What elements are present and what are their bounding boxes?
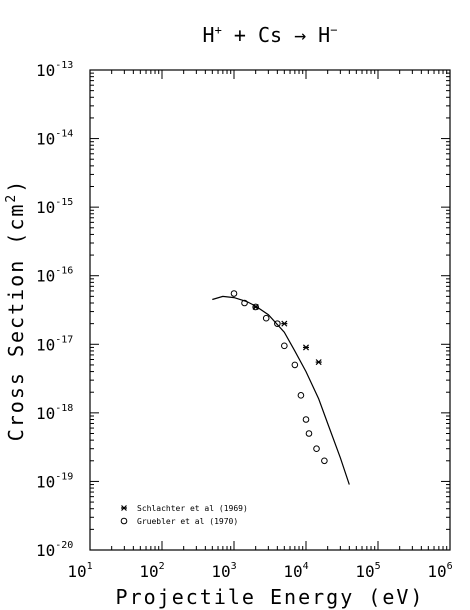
data-series <box>212 290 350 485</box>
data-point-schlachter <box>281 320 288 327</box>
y-tick-label: 10-18 <box>36 403 73 423</box>
data-point-gruebler <box>291 361 299 369</box>
data-point-gruebler <box>241 299 248 307</box>
y-tick-label: 10-15 <box>36 197 73 217</box>
y-tick-label: 10-20 <box>36 540 73 560</box>
plot-frame <box>89 69 451 551</box>
y-tick-labels: 10-13 10-14 10-15 10-16 10-17 10-18 10-19 10-20 <box>36 60 73 560</box>
y-tick-label: 10-16 <box>36 266 73 286</box>
data-point-gruebler <box>321 457 328 465</box>
data-point-schlachter <box>315 359 322 366</box>
y-tick-label: 10-19 <box>36 471 73 491</box>
data-point-gruebler <box>305 430 313 437</box>
x-tick-label: 103 <box>211 561 236 581</box>
legend-label-schlachter: Schlachter et al (1969) <box>137 504 248 513</box>
axis-ticks <box>89 70 450 551</box>
x-tick-label: 106 <box>427 561 452 581</box>
x-axis-title: Projectile Energy (eV) <box>116 585 425 609</box>
y-tick-label: 10-13 <box>36 60 73 80</box>
data-point-gruebler <box>281 342 288 350</box>
data-point-schlachter <box>302 344 310 351</box>
legend-marker-circle <box>120 517 128 525</box>
data-point-gruebler <box>230 290 238 297</box>
y-axis-title: Cross Section (cm2) <box>4 179 28 442</box>
y-tick-label: 10-14 <box>36 129 73 149</box>
x-tick-label: 102 <box>139 561 164 581</box>
y-tick-label: 10-17 <box>36 334 73 354</box>
x-tick-label: 105 <box>355 561 380 581</box>
legend-marker-asterisk <box>121 505 127 511</box>
legend: Schlachter et al (1969) Gruebler et al (… <box>120 504 248 526</box>
data-point-gruebler <box>252 303 259 311</box>
chart-title: H+ + Cs → H− <box>203 23 338 47</box>
x-tick-label: 104 <box>283 561 308 581</box>
x-tick-label: 101 <box>67 561 92 581</box>
fit-curve <box>212 295 350 485</box>
legend-label-gruebler: Gruebler et al (1970) <box>137 517 238 526</box>
x-tick-labels: 101 102 103 104 105 106 <box>67 561 452 581</box>
data-point-gruebler <box>262 314 270 322</box>
data-point-gruebler <box>313 445 320 453</box>
data-point-gruebler <box>274 320 281 327</box>
data-point-gruebler <box>302 416 310 423</box>
data-point-gruebler <box>297 392 305 399</box>
